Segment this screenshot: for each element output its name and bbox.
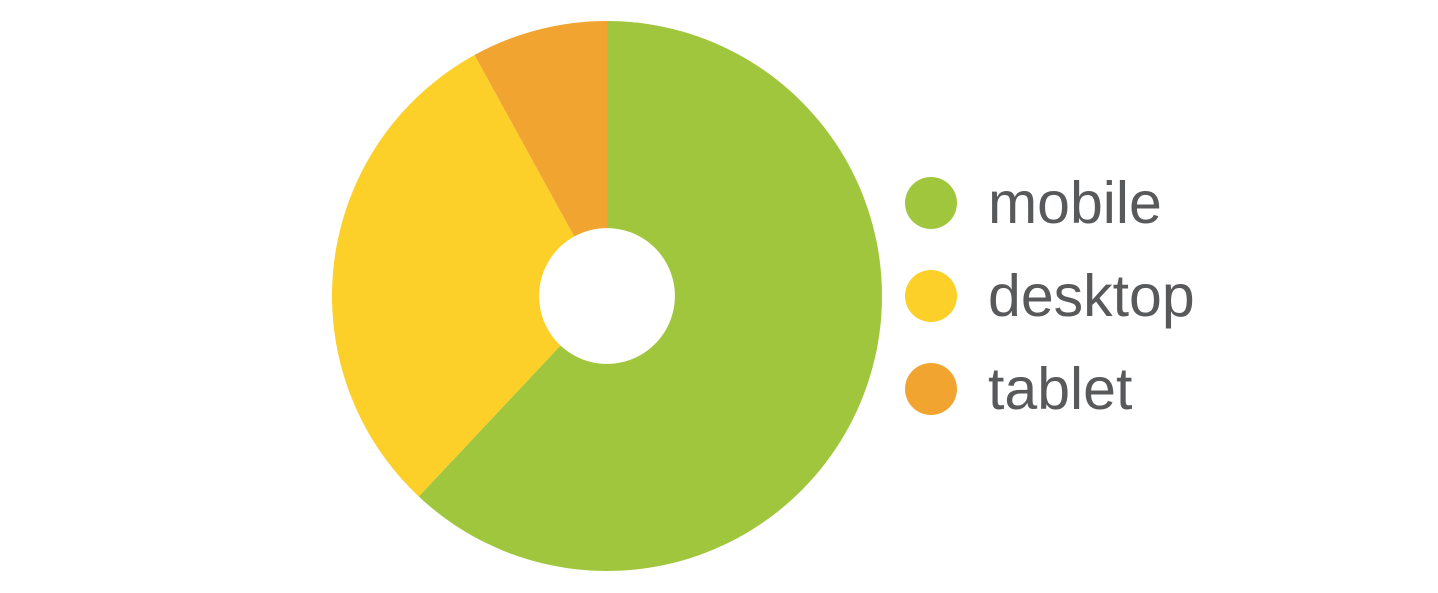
pie-slice-tablet[interactable] (474, 21, 607, 237)
legend-swatch-desktop-icon (905, 270, 957, 322)
legend-item-tablet: tablet (905, 358, 1195, 420)
legend-label-desktop: desktop (988, 263, 1195, 329)
legend-label-tablet: tablet (988, 356, 1133, 422)
pie-slice-mobile[interactable] (418, 21, 882, 571)
legend-swatch-tablet-icon (905, 363, 957, 415)
chart-legend: mobile desktop tablet (905, 172, 1195, 420)
legend-label-mobile: mobile (988, 170, 1162, 236)
legend-item-mobile: mobile (905, 172, 1195, 234)
pie-slice-desktop[interactable] (332, 55, 575, 497)
legend-swatch-mobile-icon (905, 177, 957, 229)
legend-item-desktop: desktop (905, 265, 1195, 327)
